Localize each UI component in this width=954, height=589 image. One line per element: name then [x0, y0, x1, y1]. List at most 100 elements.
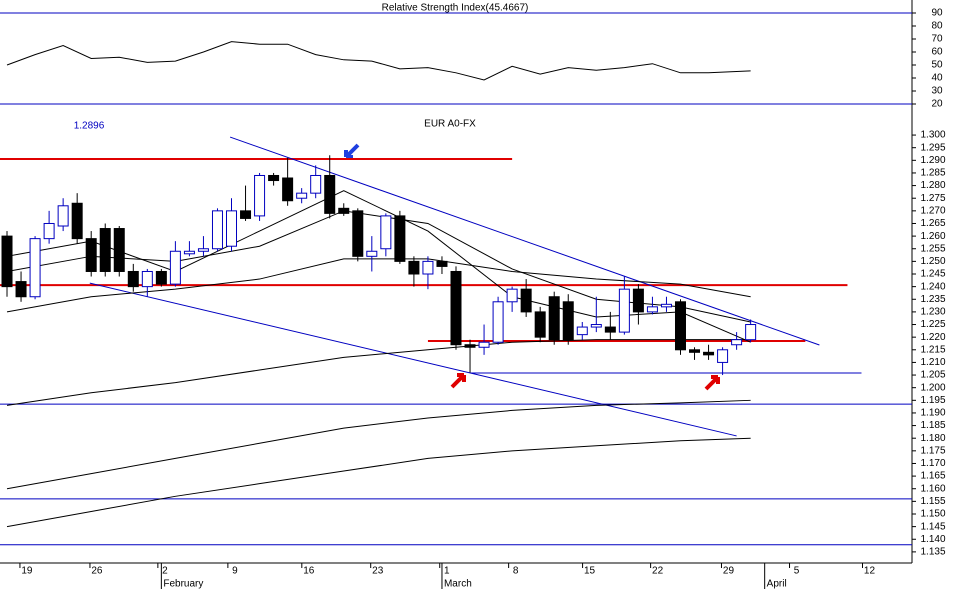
- y-tick-label: 1.150: [920, 509, 945, 520]
- y-tick-label: 1.190: [920, 408, 945, 419]
- x-tick-label: 1: [444, 566, 450, 577]
- y-tick-label: 1.170: [920, 458, 945, 469]
- moving-average: [6, 339, 751, 406]
- candle-body: [394, 215, 406, 262]
- candle-body: [352, 210, 364, 257]
- candle-body: [590, 324, 602, 328]
- candle-body: [85, 238, 97, 272]
- y-tick-label: 1.180: [920, 433, 945, 444]
- y-tick-label: 1.220: [920, 332, 945, 343]
- rsi-tick-label: 30: [931, 86, 943, 97]
- rsi-tick-label: 50: [931, 60, 943, 71]
- blue-arrow: [344, 143, 360, 159]
- candle-body: [197, 248, 209, 252]
- y-tick-label: 1.300: [920, 130, 945, 141]
- candle-body: [338, 207, 350, 214]
- y-tick-label: 1.275: [920, 193, 945, 204]
- candle-body: [226, 210, 238, 247]
- candle-body: [71, 202, 83, 240]
- candle-body: [141, 270, 153, 288]
- candle-body: [534, 311, 546, 338]
- candle-body: [366, 250, 378, 257]
- candle-body: [43, 222, 55, 240]
- candle-body: [282, 177, 294, 202]
- y-tick-label: 1.245: [920, 269, 945, 280]
- rsi-tick-label: 20: [931, 99, 943, 110]
- trend-line: [89, 282, 737, 437]
- y-tick-label: 1.185: [920, 420, 945, 431]
- y-tick-label: 1.260: [920, 231, 945, 242]
- x-tick-label: 12: [864, 566, 876, 577]
- x-tick-label: 19: [21, 566, 33, 577]
- candle-body: [576, 326, 588, 336]
- chart-title: EUR A0-FX: [424, 119, 476, 130]
- candle-body: [478, 341, 490, 348]
- y-tick-label: 1.195: [920, 395, 945, 406]
- candle-body: [646, 306, 658, 313]
- candle-body: [211, 210, 223, 250]
- candle-body: [548, 296, 560, 341]
- y-tick-label: 1.230: [920, 307, 945, 318]
- candle-body: [254, 174, 266, 217]
- y-tick-label: 1.205: [920, 370, 945, 381]
- candle-body: [1, 235, 13, 288]
- candle-body: [506, 288, 518, 303]
- candle-body: [324, 174, 336, 214]
- y-tick-label: 1.280: [920, 180, 945, 191]
- y-tick-label: 1.225: [920, 319, 945, 330]
- y-tick-label: 1.250: [920, 256, 945, 267]
- month-label: April: [767, 579, 787, 589]
- x-tick-label: 5: [794, 566, 800, 577]
- y-tick-label: 1.235: [920, 294, 945, 305]
- candle-body: [450, 270, 462, 346]
- candle-body: [408, 260, 420, 275]
- y-tick-label: 1.285: [920, 168, 945, 179]
- moving-average: [6, 437, 751, 528]
- candle-body: [674, 301, 686, 351]
- candle-body: [169, 250, 181, 285]
- candle-body: [310, 174, 322, 194]
- candle-body: [422, 260, 434, 275]
- candle-body: [660, 303, 672, 308]
- rsi-tick-label: 70: [931, 34, 943, 45]
- candle-body: [604, 326, 616, 333]
- candle-body: [717, 349, 729, 363]
- rsi-line: [6, 41, 751, 81]
- x-tick-label: 22: [652, 566, 664, 577]
- candle-body: [436, 260, 448, 267]
- rsi-tick-label: 80: [931, 21, 943, 32]
- rsi-tick-label: 40: [931, 73, 943, 84]
- x-tick-label: 8: [513, 566, 519, 577]
- candle-body: [632, 288, 644, 313]
- month-label: February: [163, 579, 203, 589]
- y-tick-label: 1.210: [920, 357, 945, 368]
- y-tick-label: 1.295: [920, 142, 945, 153]
- candle-body: [57, 205, 69, 227]
- candle-body: [183, 250, 195, 255]
- x-tick-label: 2: [162, 566, 168, 577]
- rsi-tick-label: 90: [931, 8, 943, 19]
- x-tick-label: 29: [723, 566, 735, 577]
- y-tick-label: 1.215: [920, 344, 945, 355]
- y-tick-label: 1.160: [920, 483, 945, 494]
- x-tick-label: 15: [584, 566, 596, 577]
- month-label: March: [444, 579, 472, 589]
- candle-body: [703, 351, 715, 356]
- y-tick-label: 1.145: [920, 521, 945, 532]
- candle-body: [99, 228, 111, 272]
- y-tick-label: 1.175: [920, 445, 945, 456]
- y-tick-label: 1.255: [920, 243, 945, 254]
- x-tick-label: 9: [232, 566, 238, 577]
- y-tick-label: 1.290: [920, 155, 945, 166]
- moving-average: [6, 258, 751, 313]
- candle-body: [562, 301, 574, 341]
- candle-body: [618, 288, 630, 333]
- candle-body: [296, 192, 308, 199]
- candle-body: [15, 281, 27, 298]
- y-tick-label: 1.265: [920, 218, 945, 229]
- x-tick-label: 23: [372, 566, 384, 577]
- candle-body: [520, 288, 532, 313]
- last-label: 1.2896: [74, 121, 105, 132]
